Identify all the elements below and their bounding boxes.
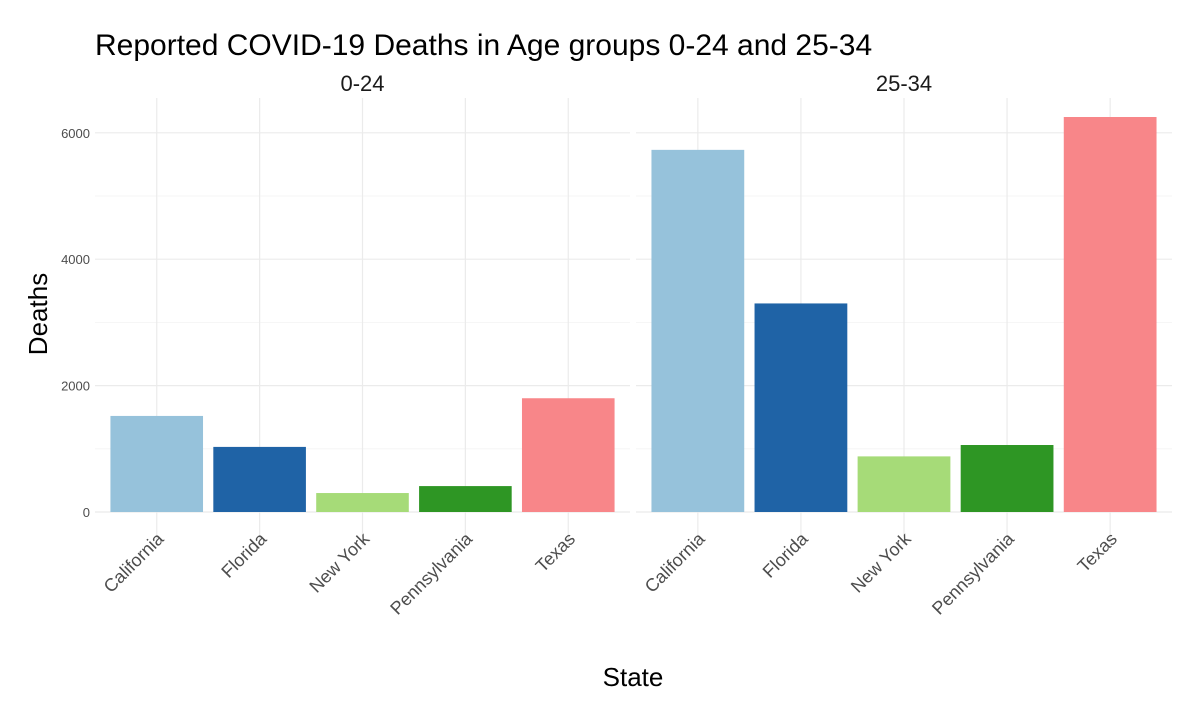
x-tick-label: California [100,528,169,597]
x-tick-label: Pennsylvania [386,528,477,619]
x-axis-title: State [603,662,664,692]
bar [960,445,1054,512]
x-tick-label: Florida [217,528,271,582]
bar [316,493,409,512]
x-tick-label: Texas [1074,529,1121,576]
x-tick-label: California [641,528,710,597]
y-tick-label: 4000 [61,252,90,267]
facet-label: 0-24 [340,71,384,96]
x-tick-label: Pennsylvania [928,528,1019,619]
bar [521,398,615,512]
bar [1063,117,1157,512]
y-tick-label: 2000 [61,379,90,394]
bar [754,303,848,512]
x-tick-label: Florida [759,528,813,582]
facet-label: 25-34 [876,71,932,96]
x-tick-label: New York [847,528,916,597]
x-tick-label: Texas [532,529,579,576]
bar [651,149,745,512]
x-tick-label: New York [305,528,374,597]
bar [419,486,512,512]
y-tick-label: 0 [83,505,90,520]
bar [110,415,204,512]
chart-title: Reported COVID-19 Deaths in Age groups 0… [95,29,872,62]
y-tick-label: 6000 [61,126,90,141]
y-axis-title: Deaths [23,273,53,355]
bar [857,456,951,512]
bar [213,446,306,512]
